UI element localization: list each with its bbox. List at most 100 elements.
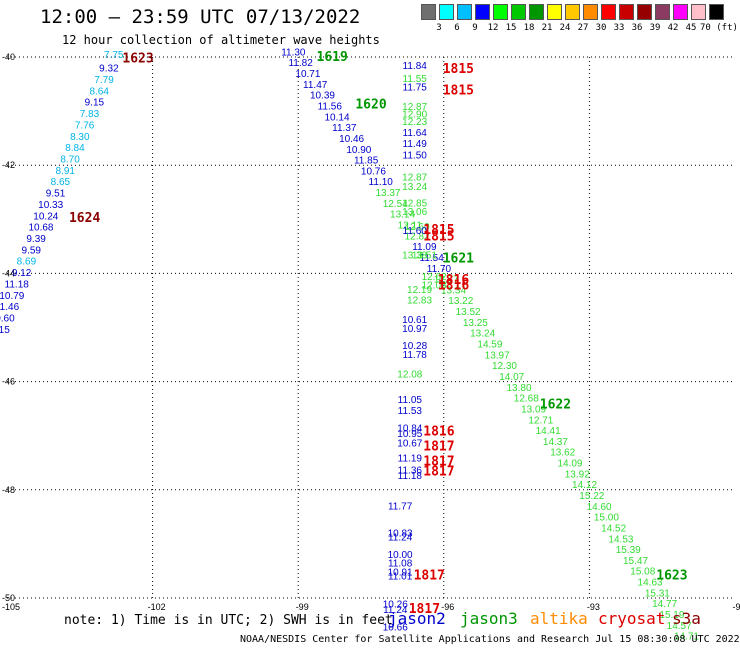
swh-value: 9.59 — [22, 245, 42, 256]
swh-value: 13.92 — [565, 469, 590, 480]
swh-value: 11.46 — [0, 302, 20, 313]
pass-label: 1624 — [69, 211, 100, 226]
y-tick-label: -50 — [2, 593, 15, 603]
legend-swatch — [637, 4, 652, 20]
y-tick-label: -46 — [2, 377, 15, 387]
y-tick-label: -48 — [2, 485, 15, 495]
swh-value: 9.12 — [12, 268, 32, 279]
legend-swatch — [511, 4, 526, 20]
swh-value: 7.76 — [75, 120, 95, 131]
swh-value: 10.15 — [0, 325, 10, 336]
legend-label: 21 — [541, 23, 553, 33]
swh-value: 13.09 — [521, 404, 546, 415]
swh-value: 15.47 — [623, 556, 648, 567]
swh-value: 14.53 — [608, 534, 633, 545]
x-tick-label: -102 — [148, 602, 166, 612]
swh-value: 14.41 — [536, 426, 561, 437]
swh-value: 8.30 — [70, 132, 90, 143]
swh-value: 10.71 — [295, 69, 320, 80]
swh-value: 11.24 — [388, 533, 413, 544]
swh-value: 8.64 — [89, 86, 109, 97]
legend-label: 36 — [631, 23, 643, 33]
pass-label: 1815 — [443, 84, 474, 99]
legend-swatch — [619, 4, 634, 20]
swh-value: 11.10 — [369, 177, 394, 188]
swh-value: 15.22 — [579, 491, 604, 502]
swh-value: 8.69 — [17, 257, 37, 268]
pass-label: 1815 — [443, 62, 474, 77]
swh-value: 10.68 — [28, 223, 53, 234]
swh-value: 12.77 — [434, 275, 459, 286]
swh-value: 14.52 — [601, 523, 626, 534]
legend-label: 45 — [685, 23, 697, 33]
pass-label: 1621 — [443, 251, 474, 266]
swh-value: 13.80 — [507, 383, 532, 394]
legend-swatch — [421, 4, 436, 20]
swh-value: 11.82 — [288, 58, 313, 69]
swh-value: 8.84 — [65, 143, 85, 154]
swh-value: 14.09 — [557, 459, 582, 470]
swh-value: 12.90 — [402, 110, 427, 121]
chart-subtitle: 12 hour collection of altimeter wave hei… — [62, 33, 380, 47]
legend-label: 12 — [487, 23, 499, 33]
swh-value: 7.75 — [104, 50, 124, 61]
swh-value: 12.08 — [422, 281, 447, 292]
swh-value: 13.38 — [402, 250, 427, 261]
swh-value: 12.30 — [492, 361, 517, 372]
swh-value: 11.37 — [332, 123, 357, 134]
swh-value: 13.52 — [456, 307, 481, 318]
swh-value: 14.57 — [667, 621, 692, 632]
pass-label: 1816 — [438, 273, 469, 288]
pass-label: 1815 — [423, 223, 454, 238]
swh-value: 10.26 — [383, 600, 408, 611]
swh-value: 11.05 — [398, 395, 423, 406]
swh-value: 13.24 — [402, 182, 427, 193]
swh-value: 11.85 — [354, 156, 379, 167]
pass-label: 1623 — [656, 568, 687, 583]
swh-value: 12.23 — [402, 117, 427, 128]
legend-label: 30 — [595, 23, 607, 33]
credit-line: NOAA/NESDIS Center for Satellite Applica… — [240, 634, 740, 645]
legend-swatch — [475, 4, 490, 20]
swh-value: 13.14 — [390, 210, 415, 221]
swh-value: 9.32 — [99, 64, 119, 75]
legend-label: 70 (ft) — [700, 23, 738, 33]
swh-value: 8.65 — [51, 177, 71, 188]
legend-swatch — [547, 4, 562, 20]
swh-value: 11.24 — [383, 605, 408, 616]
legend-swatch — [439, 4, 454, 20]
swh-value: 11.75 — [403, 83, 428, 94]
swh-value: 10.91 — [388, 567, 413, 578]
swh-value: 12.62 — [422, 272, 447, 283]
legend-label: 3 — [436, 23, 442, 33]
swh-value: 12.08 — [397, 369, 422, 380]
x-tick-label: -105 — [2, 602, 20, 612]
swh-value: 12.87 — [402, 102, 427, 113]
swh-value: 14.12 — [572, 480, 597, 491]
swh-value: 14.71 — [674, 632, 699, 643]
swh-value: 14.37 — [543, 437, 568, 448]
legend-label: 33 — [613, 23, 625, 33]
swh-value: 7.83 — [80, 109, 100, 120]
swh-value: 12.83 — [407, 296, 432, 307]
swh-value: 10.46 — [339, 134, 364, 145]
swh-value: 13.25 — [463, 318, 488, 329]
x-tick-label: -93 — [587, 602, 600, 612]
legend-label: 6 — [454, 23, 460, 33]
legend-swatch — [565, 4, 580, 20]
swh-value: 10.60 — [0, 314, 15, 325]
swh-value: 11.18 — [398, 471, 423, 482]
swh-value: 11.55 — [403, 74, 428, 85]
legend-swatch — [601, 4, 616, 20]
y-tick-label: -44 — [2, 268, 15, 278]
legend-label: 24 — [559, 23, 571, 33]
pass-label: 1817 — [409, 602, 440, 617]
swh-value: 10.28 — [402, 341, 427, 352]
satellite-cryosat: cryosat — [598, 609, 666, 628]
swh-value: 11.84 — [403, 61, 428, 72]
legend-swatch — [709, 4, 724, 20]
swh-value: 11.49 — [403, 139, 428, 150]
swh-value: 11.54 — [420, 253, 445, 264]
